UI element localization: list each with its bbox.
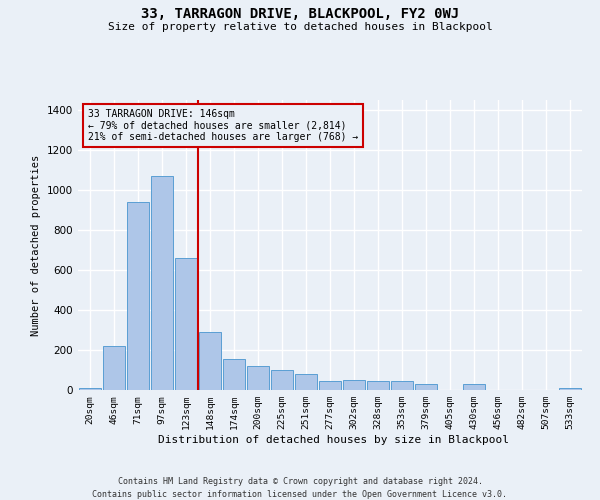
Bar [103,346,125,390]
Bar [415,384,437,390]
Bar [463,384,485,390]
Bar [151,176,173,390]
Text: Contains public sector information licensed under the Open Government Licence v3: Contains public sector information licen… [92,490,508,499]
Y-axis label: Number of detached properties: Number of detached properties [31,154,41,336]
Bar [295,374,317,390]
Bar [559,388,581,390]
Text: 33, TARRAGON DRIVE, BLACKPOOL, FY2 0WJ: 33, TARRAGON DRIVE, BLACKPOOL, FY2 0WJ [141,8,459,22]
Bar [319,381,341,390]
Bar [79,388,101,390]
Text: Contains HM Land Registry data © Crown copyright and database right 2024.: Contains HM Land Registry data © Crown c… [118,478,482,486]
Text: Size of property relative to detached houses in Blackpool: Size of property relative to detached ho… [107,22,493,32]
Bar [199,332,221,390]
Bar [175,258,197,390]
Bar [391,381,413,390]
Bar [247,366,269,390]
Bar [223,359,245,390]
Bar [271,370,293,390]
Text: Distribution of detached houses by size in Blackpool: Distribution of detached houses by size … [158,435,509,445]
Bar [367,381,389,390]
Text: 33 TARRAGON DRIVE: 146sqm
← 79% of detached houses are smaller (2,814)
21% of se: 33 TARRAGON DRIVE: 146sqm ← 79% of detac… [88,108,358,142]
Bar [343,380,365,390]
Bar [127,202,149,390]
